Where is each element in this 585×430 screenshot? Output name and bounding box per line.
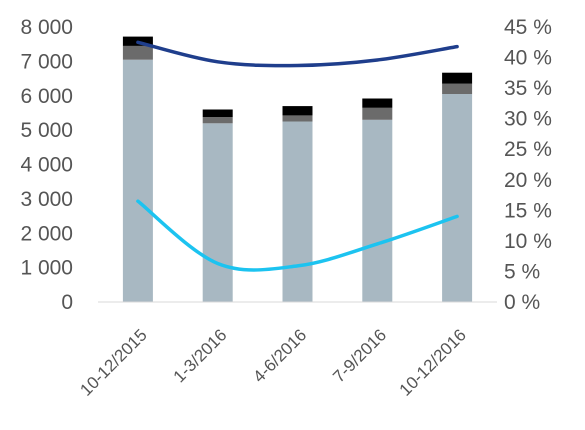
bar-segment-2-1 bbox=[122, 45, 153, 60]
right-tick-label: 10 % bbox=[504, 230, 552, 253]
bar-segment-1-3 bbox=[282, 121, 313, 302]
line-series-2 bbox=[136, 199, 459, 272]
left-tick-label: 4 000 bbox=[20, 154, 73, 177]
right-tick-label: 35 % bbox=[504, 77, 552, 100]
left-tick-label: 3 000 bbox=[20, 188, 73, 211]
bar-segment-2-5 bbox=[442, 83, 473, 94]
x-tick-label: 4-6/2016 bbox=[249, 325, 310, 386]
right-tick-label: 45 % bbox=[504, 16, 552, 39]
right-tick-label: 15 % bbox=[504, 199, 552, 222]
bar-segment-2-2 bbox=[202, 117, 233, 124]
left-tick-label: 2 000 bbox=[20, 222, 73, 245]
bar-segment-2-4 bbox=[362, 107, 393, 120]
bar-segment-3-2 bbox=[202, 109, 233, 118]
bar-segment-1-4 bbox=[362, 119, 393, 302]
right-tick-label: 5 % bbox=[504, 260, 540, 283]
right-tick-label: 30 % bbox=[504, 108, 552, 131]
left-tick-label: 0 bbox=[61, 291, 73, 314]
left-axis-ticks: 0 1 000 2 000 3 000 4 000 5 000 6 000 7 000 8 00… bbox=[20, 16, 73, 314]
left-tick-label: 7 000 bbox=[20, 50, 73, 73]
right-tick-label: 40 % bbox=[504, 47, 552, 70]
bar-segment-2-3 bbox=[282, 115, 313, 122]
x-tick-label: 7-9/2016 bbox=[329, 325, 390, 386]
right-tick-label: 25 % bbox=[504, 138, 552, 161]
bar-segment-1-2 bbox=[202, 123, 233, 303]
left-tick-label: 8 000 bbox=[20, 16, 73, 39]
bar-segment-3-5 bbox=[442, 72, 473, 84]
right-tick-label: 0 % bbox=[504, 291, 540, 314]
line-series-1 bbox=[136, 40, 459, 68]
bar-segment-1-5 bbox=[442, 94, 473, 302]
x-axis-ticks: 10-12/2015 1-3/2016 4-6/2016 7-9/2016 10-12/… bbox=[76, 325, 469, 399]
left-tick-label: 1 000 bbox=[20, 257, 73, 280]
x-tick-label: 10-12/2016 bbox=[396, 325, 470, 399]
left-tick-label: 5 000 bbox=[20, 119, 73, 142]
left-tick-label: 6 000 bbox=[20, 85, 73, 108]
bars-layer bbox=[122, 36, 473, 303]
x-tick-label: 10-12/2015 bbox=[76, 325, 150, 399]
bar-segment-1-1 bbox=[122, 59, 153, 303]
x-tick-label: 1-3/2016 bbox=[170, 325, 231, 386]
bar-segment-3-3 bbox=[282, 106, 313, 116]
lines-layer bbox=[136, 40, 459, 272]
right-tick-label: 20 % bbox=[504, 169, 552, 192]
right-axis-ticks: 0 % 5 % 10 % 15 % 20 % 25 % 30 % 35 % 40 % 45 % bbox=[504, 16, 552, 314]
bar-segment-3-4 bbox=[362, 98, 393, 108]
